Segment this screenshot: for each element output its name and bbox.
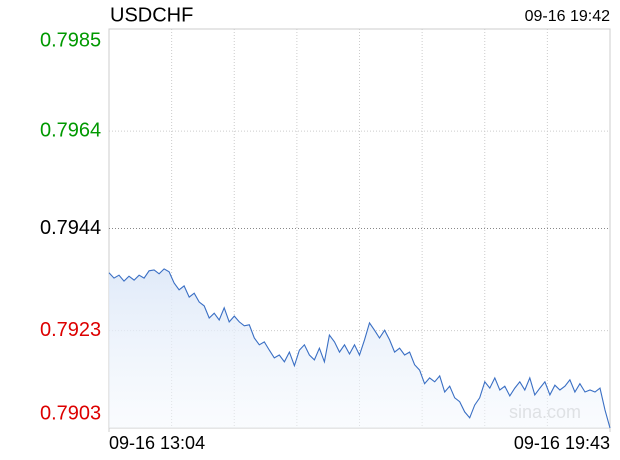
y-tick-label: 0.7964 <box>40 119 101 141</box>
chart-title: USDCHF <box>110 4 193 26</box>
y-tick-label: 0.7903 <box>40 402 101 424</box>
x-tick-label: 09-16 19:43 <box>514 433 610 453</box>
timestamp: 09-16 19:42 <box>525 8 611 25</box>
x-tick-label: 09-16 13:04 <box>109 433 205 453</box>
y-tick-label: 0.7923 <box>40 319 101 341</box>
area <box>109 268 610 428</box>
y-tick-label: 0.7944 <box>40 217 101 239</box>
price-line <box>108 268 611 429</box>
y-tick-label: 0.7985 <box>40 29 101 51</box>
